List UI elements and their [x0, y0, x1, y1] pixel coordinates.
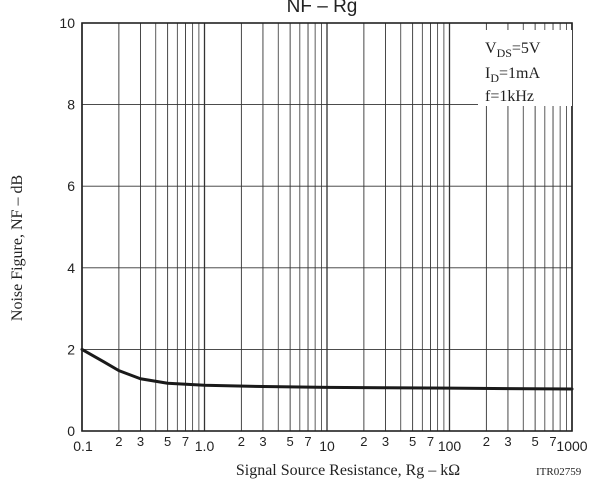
y-tick-label: 10: [59, 15, 75, 31]
x-tick-label: 100: [438, 438, 462, 454]
x-tick-label: 3: [259, 434, 266, 449]
x-tick-label: 7: [427, 434, 434, 449]
y-tick-label: 6: [67, 178, 75, 194]
plot-frame: [81, 22, 573, 432]
condition-id: ID=1mA: [485, 65, 540, 85]
figure-code: ITR02759: [536, 466, 582, 478]
series-layer: [80, 347, 574, 391]
x-tick-label: 5: [164, 434, 171, 449]
y-axis-label: Noise Figure, NF – dB: [9, 175, 26, 321]
y-tick-label: 4: [67, 260, 75, 276]
x-tick-label: 3: [137, 434, 144, 449]
x-tick-label: 7: [549, 434, 556, 449]
x-tick-label: 1.0: [195, 438, 215, 454]
x-tick-label: 5: [409, 434, 416, 449]
x-axis-label: Signal Source Resistance, Rg – kΩ: [236, 462, 460, 479]
x-tick-label: 7: [182, 434, 189, 449]
y-tick-label: 0: [67, 423, 75, 439]
x-tick-label: 1000: [556, 438, 587, 454]
plot-border: [81, 22, 573, 432]
condition-vds: VDS=5V: [485, 40, 541, 60]
x-tick-label: 3: [504, 434, 511, 449]
x-tick-label: 2: [115, 434, 122, 449]
y-tick-label: 2: [67, 341, 75, 357]
x-tick-label: 5: [532, 434, 539, 449]
x-tick-label: 10: [319, 438, 335, 454]
x-tick-label: 2: [483, 434, 490, 449]
x-tick-label: 0.1: [73, 438, 93, 454]
x-tick-label: 7: [304, 434, 311, 449]
x-tick-label: 5: [287, 434, 294, 449]
chart-title: NF – Rg: [287, 0, 358, 17]
x-tick-label: 3: [382, 434, 389, 449]
condition-f: f=1kHz: [485, 88, 534, 105]
conditions-box: VDS=5V ID=1mA f=1kHz: [478, 30, 572, 106]
y-tick-label: 8: [67, 97, 75, 113]
x-tick-label: 2: [360, 434, 367, 449]
x-tick-label: 2: [238, 434, 245, 449]
nf-curve: [80, 347, 574, 391]
